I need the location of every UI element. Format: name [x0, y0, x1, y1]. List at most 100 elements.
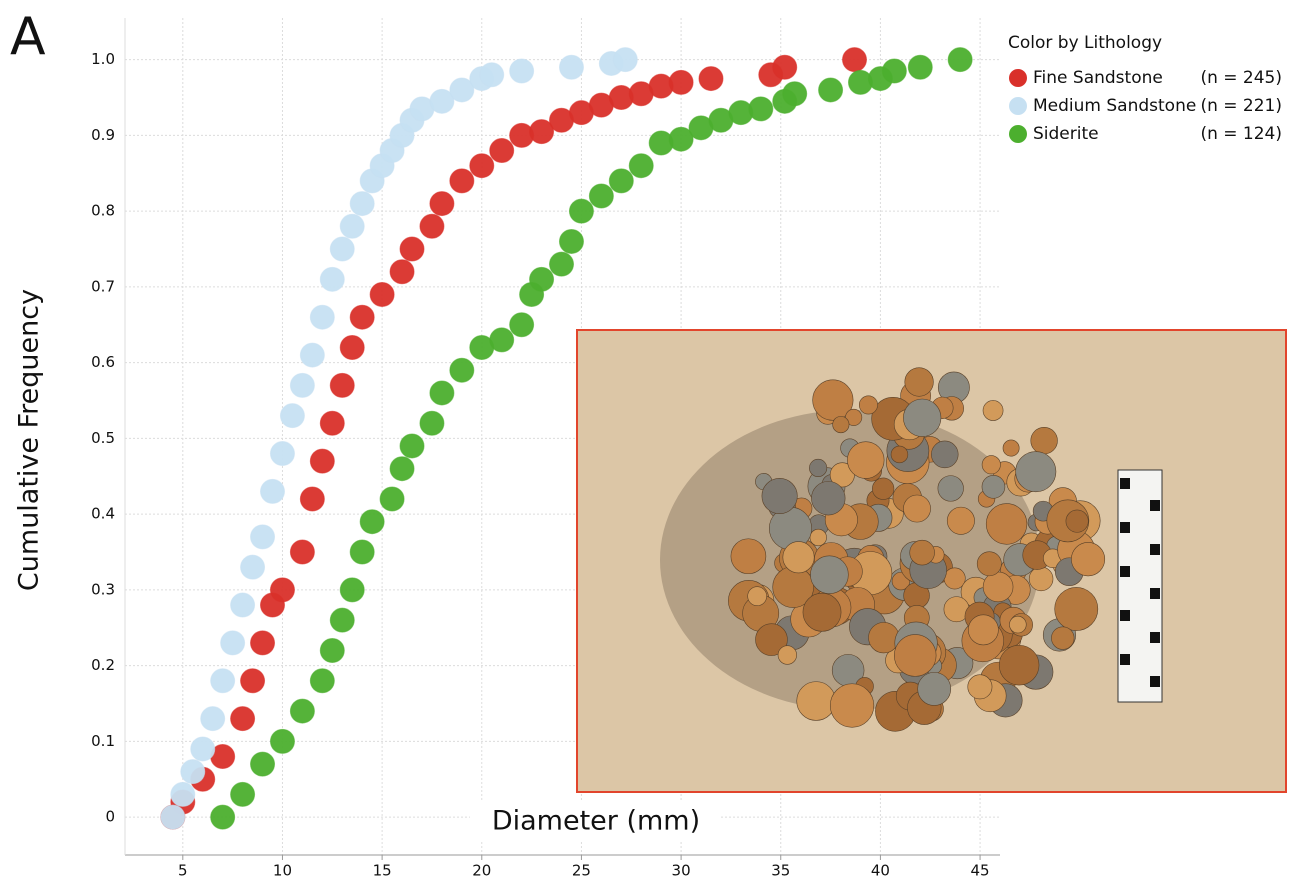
data-point: [319, 410, 345, 436]
y-tick-label: 1.0: [91, 50, 115, 68]
scale-tick: [1120, 522, 1130, 533]
x-axis-label: Diameter (mm): [492, 806, 700, 837]
data-point: [170, 781, 196, 807]
pebble: [982, 571, 1014, 603]
data-point: [230, 706, 256, 732]
pebble: [998, 644, 1040, 686]
legend-count: (n = 124): [1200, 124, 1282, 144]
data-point: [907, 54, 933, 80]
pebble: [1028, 566, 1054, 592]
data-point: [389, 259, 415, 285]
x-tick-label: 25: [572, 862, 591, 880]
pebble: [868, 622, 900, 654]
pebble: [845, 408, 863, 426]
data-point: [469, 153, 495, 179]
data-point: [329, 372, 355, 398]
data-point: [210, 804, 236, 830]
data-point: [329, 607, 355, 633]
data-point: [841, 47, 867, 73]
data-point: [299, 342, 325, 368]
data-point: [608, 168, 634, 194]
pebble: [858, 395, 878, 415]
data-point: [529, 119, 555, 145]
pebble: [937, 475, 964, 502]
pebble: [810, 555, 849, 594]
data-point: [319, 266, 345, 292]
pebble: [931, 440, 959, 469]
data-point: [339, 334, 365, 360]
data-point: [319, 637, 345, 663]
legend: Fine Sandstone (n = 245)Medium Sandstone(…: [1009, 68, 1282, 144]
data-point: [349, 304, 375, 330]
x-tick-label: 45: [971, 862, 990, 880]
data-point: [947, 47, 973, 73]
y-tick-label: 0.4: [91, 505, 115, 523]
pebble: [832, 416, 850, 434]
data-point: [509, 58, 535, 84]
data-point: [309, 304, 335, 330]
pebble: [1002, 439, 1020, 457]
pebble: [1009, 615, 1027, 634]
pebble: [872, 477, 895, 500]
data-point: [399, 433, 425, 459]
data-point: [329, 236, 355, 262]
pebble: [812, 379, 854, 421]
scale-tick: [1150, 676, 1160, 687]
data-point: [588, 183, 614, 209]
pebble: [976, 551, 1002, 577]
data-point: [289, 372, 315, 398]
x-tick-label: 35: [771, 862, 790, 880]
scale-tick: [1120, 610, 1130, 621]
data-point: [379, 486, 405, 512]
data-point: [429, 191, 455, 217]
data-point: [250, 524, 276, 550]
data-point: [399, 236, 425, 262]
data-point: [359, 509, 385, 535]
photo-inset: [576, 329, 1287, 793]
pebble: [1054, 587, 1099, 631]
pebble: [809, 458, 828, 477]
data-point: [668, 126, 694, 152]
data-point: [160, 804, 186, 830]
data-point: [250, 751, 276, 777]
data-point: [772, 54, 798, 80]
pebble: [967, 614, 999, 646]
pebble: [893, 634, 937, 677]
y-tick-label: 0.9: [91, 126, 115, 144]
pebble: [847, 441, 885, 479]
data-point: [289, 698, 315, 724]
legend-label: Fine Sandstone: [1033, 68, 1163, 88]
y-tick-label: 0.3: [91, 580, 115, 598]
pebble: [747, 586, 767, 606]
pebble: [1015, 451, 1057, 493]
data-point: [529, 266, 555, 292]
pebble: [985, 503, 1028, 545]
data-point: [190, 736, 216, 762]
data-point: [449, 77, 475, 103]
data-point: [240, 668, 266, 694]
data-point: [612, 47, 638, 73]
y-tick-label: 0.2: [91, 656, 115, 674]
legend-label: Siderite: [1033, 124, 1099, 144]
data-point: [309, 668, 335, 694]
data-point: [429, 88, 455, 114]
x-label-background: [470, 802, 720, 842]
data-point: [269, 441, 295, 467]
data-point: [698, 66, 724, 92]
y-tick-label: 0.6: [91, 353, 115, 371]
data-point: [250, 630, 276, 656]
pebble: [1065, 509, 1089, 533]
x-tick-label: 10: [273, 862, 292, 880]
pebble: [967, 674, 993, 700]
pebble: [730, 538, 767, 575]
legend-swatch: [1009, 97, 1027, 115]
data-point: [200, 706, 226, 732]
pebble: [761, 478, 798, 515]
scale-tick: [1150, 588, 1160, 599]
data-point: [259, 478, 285, 504]
y-tick-label: 0.8: [91, 202, 115, 220]
data-point: [299, 486, 325, 512]
scale-tick: [1120, 566, 1130, 577]
pebble: [981, 455, 1001, 475]
